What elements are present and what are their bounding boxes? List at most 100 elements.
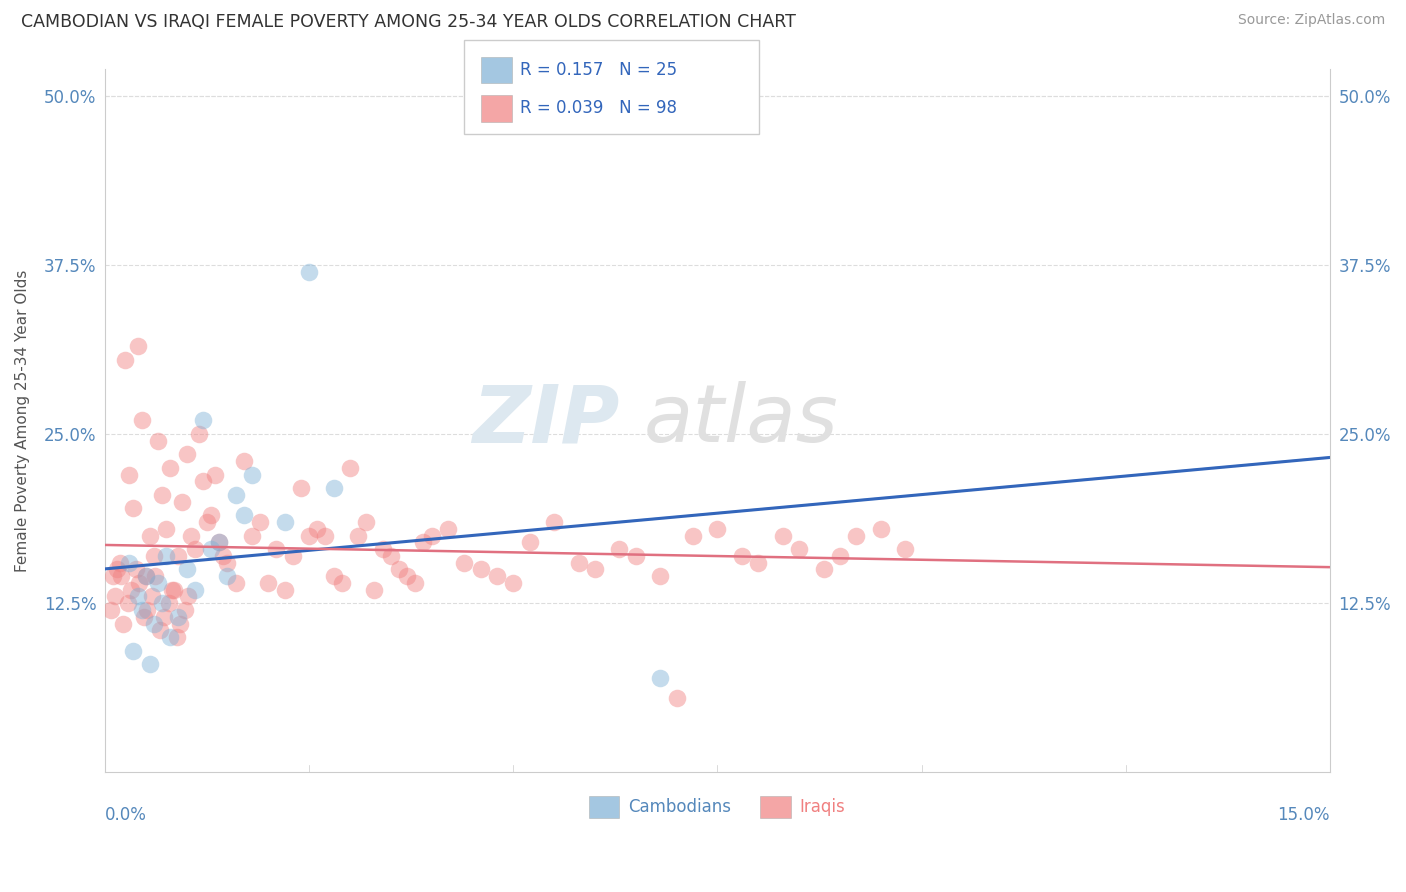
Point (136, 603, 159, 617)
Text: atlas: atlas (644, 382, 839, 459)
Point (128, 576, 150, 591)
Text: R = 0.039   N = 98: R = 0.039 N = 98 (520, 99, 678, 117)
Point (145, 569, 167, 583)
Point (583, 562, 606, 576)
Point (127, 590, 149, 604)
Point (650, 569, 672, 583)
Point (380, 549, 402, 563)
Point (347, 528, 370, 542)
Point (160, 582, 183, 597)
Point (141, 590, 163, 604)
Point (453, 556, 475, 570)
Point (101, 569, 124, 583)
Point (172, 494, 194, 508)
Point (322, 569, 344, 583)
Point (217, 556, 239, 570)
Point (396, 569, 419, 583)
Point (155, 549, 177, 563)
Point (142, 616, 165, 631)
Point (167, 549, 190, 563)
Point (747, 556, 769, 570)
Point (650, 671, 672, 685)
Point (114, 352, 136, 367)
Point (249, 515, 271, 529)
Point (485, 569, 508, 583)
Point (257, 576, 280, 591)
Point (159, 461, 181, 475)
Point (869, 522, 891, 536)
Point (157, 596, 180, 610)
Point (166, 630, 188, 644)
Point (191, 413, 214, 427)
Point (120, 582, 142, 597)
Point (195, 515, 218, 529)
Point (122, 643, 145, 657)
Point (217, 569, 239, 583)
Point (240, 528, 263, 542)
Point (200, 542, 222, 557)
Point (363, 582, 385, 597)
Point (298, 528, 321, 542)
Text: R = 0.157   N = 25: R = 0.157 N = 25 (520, 61, 678, 79)
Point (519, 535, 541, 549)
Point (787, 542, 810, 557)
Point (176, 562, 198, 576)
Point (118, 556, 141, 570)
Point (420, 528, 443, 542)
Point (339, 461, 361, 475)
Point (183, 542, 205, 557)
Point (150, 596, 173, 610)
Point (502, 576, 524, 591)
Point (212, 549, 235, 563)
Point (146, 576, 169, 591)
Point (208, 535, 231, 549)
Point (281, 549, 304, 563)
Point (187, 427, 209, 442)
Point (568, 556, 591, 570)
Point (682, 528, 704, 542)
Point (200, 508, 222, 523)
Point (122, 501, 145, 516)
Text: Source: ZipAtlas.com: Source: ZipAtlas.com (1237, 13, 1385, 28)
Point (208, 535, 231, 549)
Point (135, 569, 157, 583)
Point (266, 542, 288, 557)
Point (665, 691, 688, 706)
Point (232, 508, 254, 523)
Point (117, 596, 139, 610)
Point (470, 562, 492, 576)
Text: ZIP: ZIP (472, 382, 620, 459)
Point (163, 582, 186, 597)
Point (176, 447, 198, 461)
Point (706, 522, 728, 536)
Y-axis label: Female Poverty Among 25-34 Year Olds: Female Poverty Among 25-34 Year Olds (15, 269, 30, 572)
Point (330, 576, 353, 591)
Point (177, 590, 200, 604)
Point (125, 562, 148, 576)
Point (624, 549, 647, 563)
Point (152, 609, 174, 624)
Point (609, 542, 631, 557)
Point (298, 264, 321, 278)
Point (813, 562, 835, 576)
Point (371, 542, 394, 557)
FancyBboxPatch shape (761, 796, 792, 818)
Text: 0.0%: 0.0% (105, 806, 146, 824)
Point (131, 603, 153, 617)
Point (146, 434, 169, 448)
FancyBboxPatch shape (589, 796, 620, 818)
Point (731, 549, 754, 563)
Text: Cambodians: Cambodians (628, 798, 731, 816)
Point (273, 515, 295, 529)
Point (240, 467, 263, 482)
Point (845, 528, 868, 542)
Point (139, 528, 162, 542)
Point (159, 630, 181, 644)
Point (100, 603, 122, 617)
Point (314, 528, 336, 542)
Point (127, 339, 149, 353)
Point (543, 515, 565, 529)
Point (204, 467, 226, 482)
Point (772, 528, 794, 542)
Point (232, 454, 254, 468)
